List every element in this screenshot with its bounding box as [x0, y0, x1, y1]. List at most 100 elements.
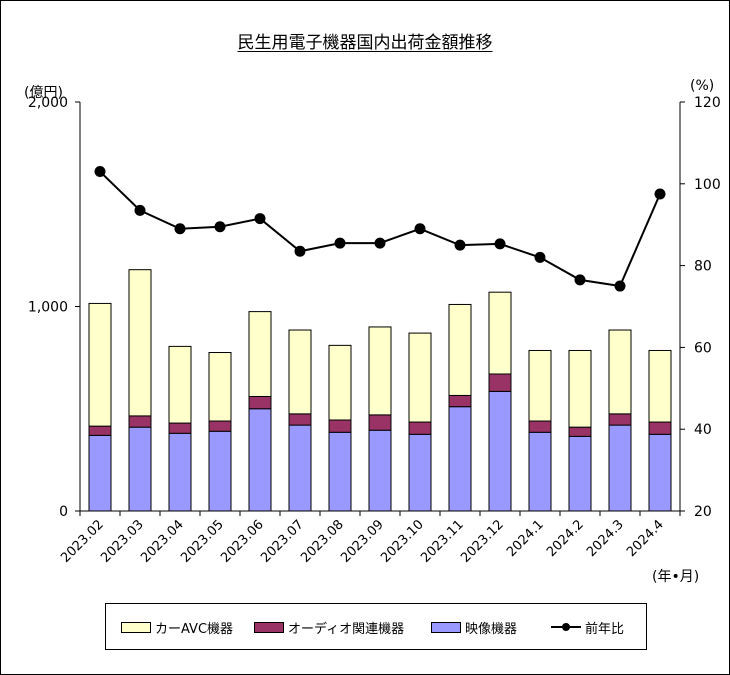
legend-line-marker — [551, 618, 581, 636]
legend-item: 映像機器 — [431, 618, 518, 637]
bar-segment — [408, 332, 432, 423]
bar-segment — [368, 414, 392, 431]
ratio-point — [174, 223, 186, 235]
x-tick-label: 2023.08 — [298, 517, 347, 566]
bar-segment — [128, 415, 152, 428]
ratio-point — [94, 166, 106, 178]
bar-segment — [168, 432, 192, 512]
right-tick-label: 40 — [694, 422, 712, 438]
bar-segment — [648, 421, 672, 435]
right-tick-label: 60 — [694, 340, 712, 356]
bar-segment — [448, 303, 472, 396]
bar-segment — [328, 344, 352, 421]
legend-label: オーディオ関連機器 — [288, 621, 405, 637]
bar-segment — [328, 431, 352, 512]
bar-segment — [488, 373, 512, 392]
legend-item: オーディオ関連機器 — [254, 618, 405, 637]
bar-segment — [248, 395, 272, 410]
bar-segment — [168, 422, 192, 434]
bar-segment — [488, 390, 512, 512]
bar-segment — [248, 408, 272, 512]
bar-segment — [288, 413, 312, 426]
ratio-point — [254, 213, 266, 225]
x-tick-label: 2023.07 — [258, 517, 307, 566]
bar-segment — [608, 329, 632, 415]
x-tick-label: 2023.10 — [378, 517, 427, 566]
left-tick-label: 0 — [59, 504, 68, 520]
ratio-point — [614, 280, 626, 292]
ratio-point — [654, 188, 666, 200]
bar-segment — [608, 424, 632, 512]
right-tick-label: 120 — [694, 95, 721, 111]
right-tick-label: 100 — [694, 177, 721, 193]
x-tick-label: 2023.04 — [138, 517, 187, 566]
x-tick-label: 2023.02 — [58, 517, 107, 566]
legend-item: 前年比 — [551, 618, 625, 637]
x-tick-label: 2023.06 — [218, 517, 267, 566]
bar-segment — [208, 430, 232, 512]
right-tick-label: 20 — [694, 504, 712, 520]
x-tick-label: 2023.03 — [98, 517, 147, 566]
bar-segment — [208, 420, 232, 432]
x-tick-label: 2024.2 — [544, 517, 587, 560]
bar-segment — [288, 424, 312, 512]
ratio-point — [454, 239, 466, 251]
bar-segment — [568, 349, 592, 428]
bar-segment — [408, 421, 432, 435]
ratio-point — [134, 204, 146, 216]
legend-label: 前年比 — [585, 621, 625, 637]
ratio-point — [414, 223, 426, 235]
bar-segment — [128, 269, 152, 417]
ratio-point — [494, 238, 506, 250]
legend-swatch — [254, 621, 284, 633]
x-tick-label: 2024.1 — [504, 517, 547, 560]
legend-swatch — [121, 621, 151, 633]
bar-segment — [368, 326, 392, 416]
left-tick-label: 2,000 — [28, 95, 68, 111]
bar-segment — [248, 311, 272, 397]
x-tick-label: 2023.05 — [178, 517, 227, 566]
legend-label: 映像機器 — [465, 621, 518, 637]
bar-segment — [88, 302, 112, 427]
legend-label: カーAVC機器 — [155, 621, 234, 637]
plot-area: 01,0002,000204060801001202023.022023.032… — [28, 95, 721, 566]
bar-segment — [648, 349, 672, 423]
bar-segment — [368, 429, 392, 512]
bar-segment — [568, 426, 592, 437]
ratio-point — [374, 237, 386, 249]
bar-segment — [528, 349, 552, 422]
left-tick-label: 1,000 — [28, 300, 68, 316]
right-axis-unit: (%) — [690, 78, 715, 94]
x-tick-label: 2023.09 — [338, 517, 387, 566]
bar-segment — [528, 420, 552, 433]
bar-segment — [448, 406, 472, 512]
legend-swatch — [431, 621, 461, 633]
legend: カーAVC機器 オーディオ関連機器 映像機器 前年比 — [105, 603, 647, 650]
bar-segment — [488, 291, 512, 375]
ratio-point — [574, 274, 586, 286]
bar-segment — [528, 431, 552, 512]
x-axis-unit: (年•月) — [652, 569, 700, 585]
bar-segment — [88, 434, 112, 512]
bar-segment — [288, 329, 312, 415]
bar-segment — [448, 394, 472, 408]
left-axis-unit: (億円) — [24, 85, 63, 101]
x-tick-label: 2023.12 — [458, 517, 507, 566]
bar-segment — [328, 419, 352, 433]
ratio-point — [334, 237, 346, 249]
bar-segment — [648, 433, 672, 512]
right-tick-label: 80 — [694, 259, 712, 275]
ratio-point — [534, 251, 546, 263]
ratio-point — [214, 221, 226, 233]
x-tick-label: 2023.11 — [418, 517, 467, 566]
x-tick-label: 2024.3 — [584, 517, 627, 560]
bar-segment — [128, 426, 152, 512]
bar-segment — [568, 435, 592, 512]
ratio-point — [294, 245, 306, 257]
chart-title: 民生用電子機器国内出荷金額推移 — [237, 33, 493, 53]
bar-segment — [208, 352, 232, 422]
legend-item: カーAVC機器 — [121, 618, 234, 637]
x-tick-label: 2024.4 — [624, 517, 667, 560]
bar-segment — [408, 433, 432, 512]
